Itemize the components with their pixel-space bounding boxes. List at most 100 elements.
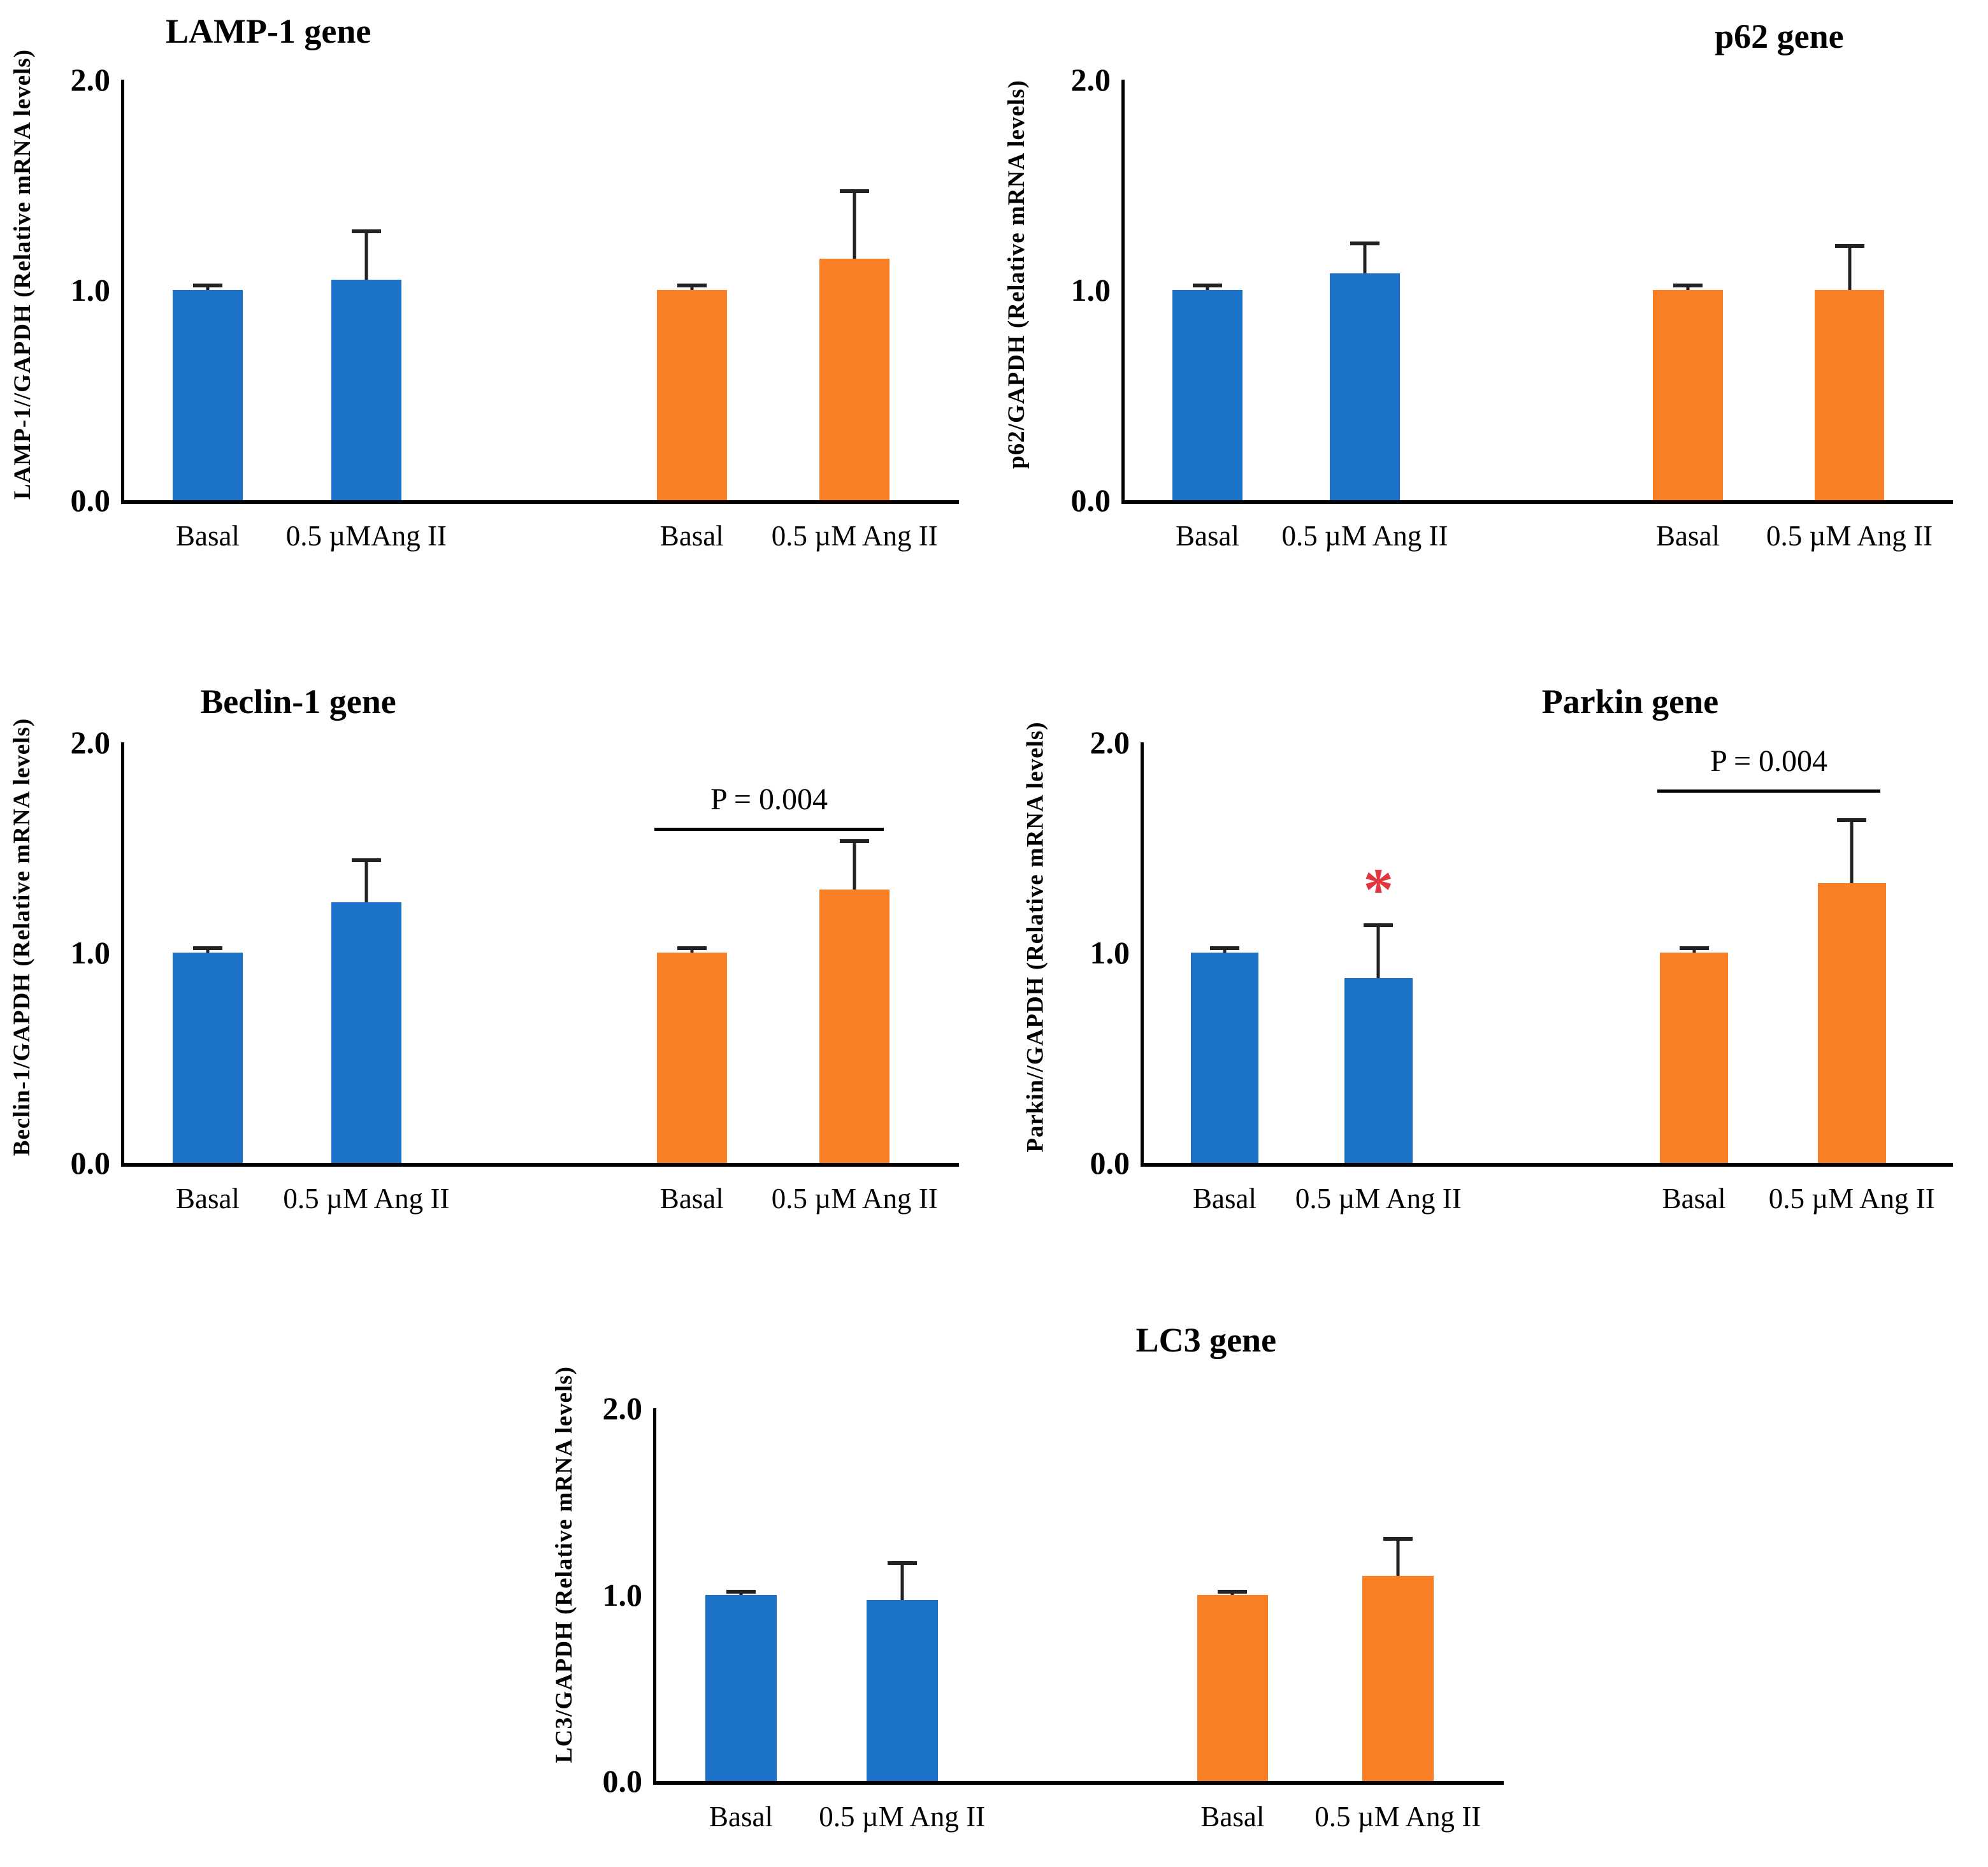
chart-title: LAMP-1 gene	[165, 12, 371, 50]
y-tick-label: 2.0	[602, 1390, 643, 1426]
error-bar-whisker	[1850, 820, 1854, 884]
plot-area: 2.0 1.0 0.0 Basal 0.5 µM Ang II Basal 0.5 µM A…	[71, 726, 959, 1215]
x-tick-label: 0.5 µM Ang II	[771, 520, 938, 552]
y-axis-label: p62/GAPDH (Relative mRNA levels)	[1003, 79, 1030, 469]
chart-title: LC3 gene	[1135, 1321, 1277, 1359]
chart-lamp1-gene: LAMP-1 gene LAMP-1//GAPDH (Relative mRNA…	[0, 0, 994, 593]
x-tick-label: Basal	[1662, 1183, 1726, 1215]
error-bar-whisker	[206, 948, 210, 953]
x-tick-label: 0.5 µM Ang II	[819, 1801, 986, 1833]
bar-blue-basal	[705, 1594, 777, 1781]
y-tick-label: 2.0	[1070, 62, 1111, 97]
y-tick-label: 2.0	[1090, 724, 1130, 760]
error-bar-cap	[726, 1590, 756, 1594]
bar-orange-basal	[1660, 953, 1728, 1163]
error-bar-cap	[193, 946, 222, 951]
x-tick-label: 0.5 µM Ang II	[1281, 520, 1448, 552]
x-tick-label: 0.5 µM Ang II	[771, 1183, 938, 1215]
error-bar-cap	[193, 284, 222, 288]
error-bar-cap	[1673, 284, 1703, 288]
error-bar-whisker	[206, 285, 210, 290]
bar-blue-basal	[1172, 290, 1242, 500]
y-tick-label: 2.0	[70, 724, 111, 760]
x-tick-label: Basal	[659, 520, 724, 552]
y-tick-label: 0.0	[602, 1763, 643, 1799]
bar-orange-basal	[1653, 290, 1723, 500]
significance-label: P = 0.004	[1710, 744, 1828, 779]
x-tick-label: Basal	[1176, 520, 1239, 552]
chart-beclin1-gene: Beclin-1 gene Beclin-1/GAPDH (Relative m…	[0, 663, 994, 1255]
error-bar-whisker	[690, 948, 694, 953]
chart-lc3-gene: LC3 gene LC3/GAPDH (Relative mRNA levels…	[542, 1306, 1548, 1867]
y-axis-label: Parkin//GAPDH (Relative mRNA levels)	[1022, 721, 1049, 1153]
plot-area: 2.0 1.0 0.0 Basal 0.5 µM Ang II Basal 0.5 µM A…	[1071, 64, 1953, 552]
y-tick-label: 1.0	[1090, 935, 1130, 970]
error-bar-cap	[1383, 1536, 1413, 1541]
error-bar-cap	[677, 284, 707, 288]
x-tick-label: Basal	[1193, 1183, 1257, 1215]
significance-label: P = 0.004	[710, 782, 828, 816]
bar-orange-angII	[1817, 883, 1886, 1163]
significance-line	[1657, 789, 1880, 793]
plot-area: 2.0 1.0 0.0 Basal 0.5 µM Ang II Basal 0.5 µM A…	[603, 1392, 1504, 1833]
y-tick-label: 0.0	[1090, 1145, 1130, 1181]
error-bar-whisker	[900, 1562, 904, 1601]
x-tick-label: 0.5 µM Ang II	[1768, 1183, 1935, 1215]
error-bar-cap	[1364, 923, 1394, 928]
error-bar-whisker	[1686, 285, 1690, 290]
error-bar-whisker	[1363, 243, 1367, 273]
chart-title: Parkin gene	[1541, 682, 1719, 721]
bar-orange-angII	[1362, 1576, 1434, 1781]
x-tick-label: Basal	[176, 520, 240, 552]
y-tick-label: 2.0	[70, 62, 111, 97]
error-bar-whisker	[1223, 948, 1227, 953]
bar-blue-angII	[331, 279, 401, 500]
x-tick-label: 0.5 µMAng II	[285, 520, 447, 552]
chart-title: p62 gene	[1715, 17, 1844, 55]
error-bar-cap	[887, 1561, 917, 1565]
plot-area: 2.0 1.0 0.0 Basal 0.5 µMAng II Basal 0.5 µM An…	[71, 64, 959, 552]
error-bar-cap	[1350, 241, 1379, 246]
x-tick-label: 0.5 µM Ang II	[283, 1183, 450, 1215]
error-bar-whisker	[1376, 925, 1380, 978]
x-tick-label: 0.5 µM Ang II	[1315, 1801, 1481, 1833]
error-bar-cap	[1218, 1590, 1248, 1594]
error-bar-cap	[840, 189, 870, 193]
bar-blue-angII	[1330, 273, 1400, 500]
x-tick-label: Basal	[1656, 520, 1720, 552]
bar-orange-angII	[1814, 290, 1885, 500]
error-bar-whisker	[690, 285, 694, 290]
error-bar-whisker	[1396, 1538, 1400, 1576]
bar-orange-angII	[819, 890, 890, 1163]
chart-p62-gene: p62 gene p62/GAPDH (Relative mRNA levels…	[994, 0, 1988, 593]
figure-row-2: Beclin-1 gene Beclin-1/GAPDH (Relative m…	[0, 663, 1988, 1255]
error-bar-whisker	[364, 860, 368, 902]
y-tick-label: 0.0	[1070, 482, 1111, 518]
figure-row-1: LAMP-1 gene LAMP-1//GAPDH (Relative mRNA…	[0, 0, 1988, 593]
x-tick-label: Basal	[709, 1801, 773, 1833]
y-axis-label: LAMP-1//GAPDH (Relative mRNA levels)	[9, 48, 36, 500]
error-bar-cap	[1834, 243, 1864, 248]
bar-orange-basal	[1197, 1594, 1269, 1781]
significance-line	[654, 827, 884, 831]
bar-blue-angII	[866, 1600, 938, 1781]
error-bar-whisker	[1692, 948, 1696, 953]
y-tick-label: 1.0	[70, 935, 111, 970]
y-tick-label: 1.0	[1070, 272, 1111, 308]
bar-blue-angII	[1344, 977, 1413, 1163]
error-bar-whisker	[1848, 245, 1851, 290]
y-axis-label: Beclin-1/GAPDH (Relative mRNA levels)	[9, 717, 36, 1156]
x-tick-label: Basal	[176, 1183, 240, 1215]
error-bar-cap	[840, 839, 870, 844]
error-bar-cap	[677, 946, 707, 951]
y-tick-label: 0.0	[70, 482, 111, 518]
bar-orange-basal	[656, 290, 727, 500]
figure-row-3: LC3 gene LC3/GAPDH (Relative mRNA levels…	[542, 1306, 1988, 1867]
y-tick-label: 0.0	[70, 1145, 111, 1181]
chart-parkin-gene: Parkin gene Parkin//GAPDH (Relative mRNA…	[994, 663, 1988, 1255]
x-tick-label: Basal	[1200, 1801, 1265, 1833]
x-tick-label: Basal	[659, 1183, 724, 1215]
plot-area: 2.0 1.0 0.0 Basal 0.5 µM Ang II Basal 0.5 µM A…	[1090, 726, 1953, 1215]
y-tick-label: 1.0	[70, 272, 111, 308]
